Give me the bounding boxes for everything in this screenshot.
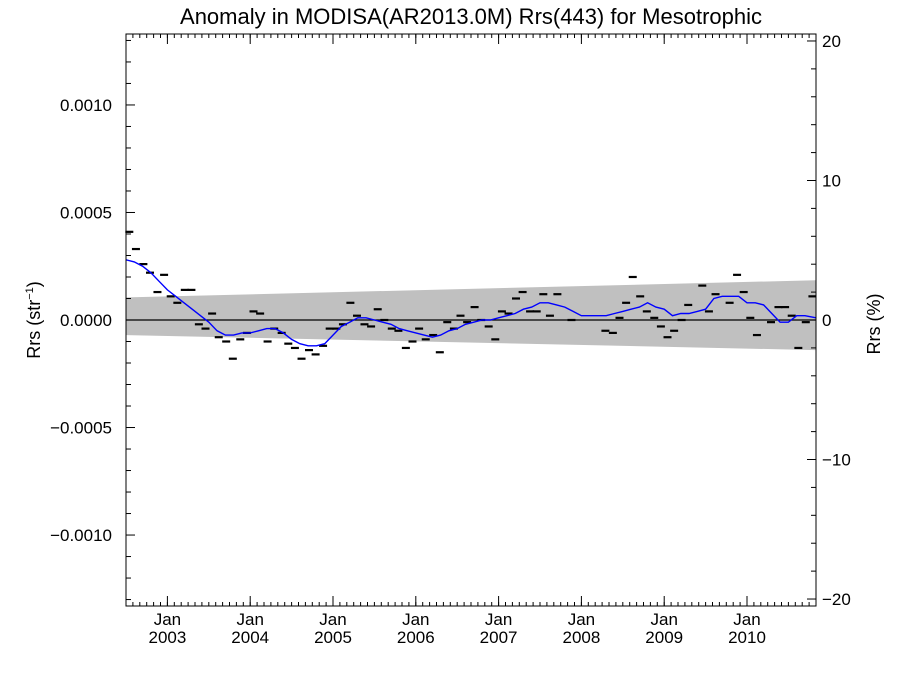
x-tick-year: 2008	[562, 628, 600, 647]
y-tick-label: −0.0005	[50, 419, 112, 438]
x-axis: Jan2003Jan2004Jan2005Jan2006Jan2007Jan20…	[125, 34, 810, 647]
x-tick-year: 2007	[480, 628, 518, 647]
x-tick-month: Jan	[236, 610, 263, 629]
running-mean-layer	[125, 259, 817, 347]
x-tick-year: 2009	[645, 628, 683, 647]
running-mean-line	[125, 259, 817, 347]
right-tick-label: 0	[822, 311, 831, 330]
y-tick-label: 0.0000	[60, 311, 112, 330]
left-axis-label: Rrs (str−1)	[24, 281, 44, 359]
right-tick-label: 20	[822, 32, 841, 51]
right-tick-label: 10	[822, 171, 841, 190]
right-tick-label: −20	[822, 590, 851, 609]
x-tick-month: Jan	[319, 610, 346, 629]
monthly-anomaly-points	[125, 230, 817, 360]
right-tick-label: −10	[822, 451, 851, 470]
x-tick-month: Jan	[650, 610, 677, 629]
x-tick-year: 2005	[314, 628, 352, 647]
x-tick-year: 2006	[397, 628, 435, 647]
uncertainty-band	[126, 280, 816, 351]
right-axis-label: Rrs (%)	[864, 294, 884, 355]
right-axis: 20 10 0 −10 −20	[807, 32, 851, 609]
x-tick-month: Jan	[733, 610, 760, 629]
x-tick-year: 2003	[148, 628, 186, 647]
uncertainty-band-layer	[126, 280, 816, 351]
x-tick-year: 2004	[231, 628, 269, 647]
chart-title: Anomaly in MODISA(AR2013.0M) Rrs(443) fo…	[180, 4, 762, 29]
x-tick-month: Jan	[485, 610, 512, 629]
y-tick-label: 0.0005	[60, 203, 112, 222]
left-axis: 0.0010 0.0005 0.0000 −0.0005 −0.0010	[50, 39, 135, 601]
x-tick-month: Jan	[154, 610, 181, 629]
x-tick-month: Jan	[402, 610, 429, 629]
x-tick-year: 2010	[728, 628, 766, 647]
y-tick-label: 0.0010	[60, 96, 112, 115]
x-tick-month: Jan	[568, 610, 595, 629]
y-tick-label: −0.0010	[50, 526, 112, 545]
